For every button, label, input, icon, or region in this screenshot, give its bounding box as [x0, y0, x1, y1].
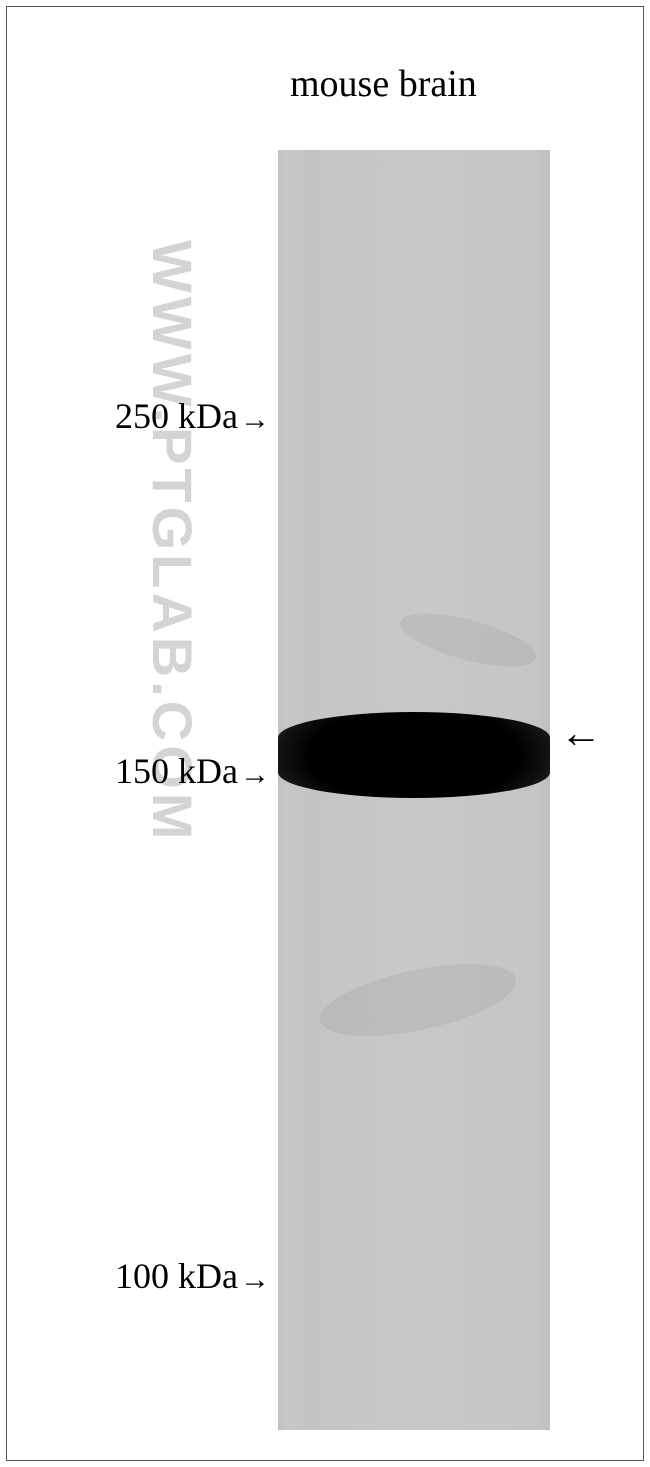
arrow-right-icon: → [240, 1263, 270, 1297]
mw-marker-100: 100 kDa→ [115, 1255, 270, 1297]
mw-marker-text: 100 kDa [115, 1256, 238, 1296]
membrane-crease [278, 705, 550, 707]
mw-marker-text: 250 kDa [115, 396, 238, 436]
membrane-smudge [314, 950, 522, 1050]
sample-label: mouse brain [290, 62, 477, 106]
membrane-smudge [395, 603, 541, 678]
blot-lane [278, 150, 550, 1430]
arrow-right-icon: → [240, 403, 270, 437]
band-indicator-arrow-icon: ← [560, 710, 602, 758]
mw-marker-250: 250 kDa→ [115, 395, 270, 437]
mw-marker-150: 150 kDa→ [115, 750, 270, 792]
membrane-crease [278, 160, 550, 162]
mw-marker-text: 150 kDa [115, 751, 238, 791]
protein-band [278, 712, 550, 798]
arrow-right-icon: → [240, 758, 270, 792]
